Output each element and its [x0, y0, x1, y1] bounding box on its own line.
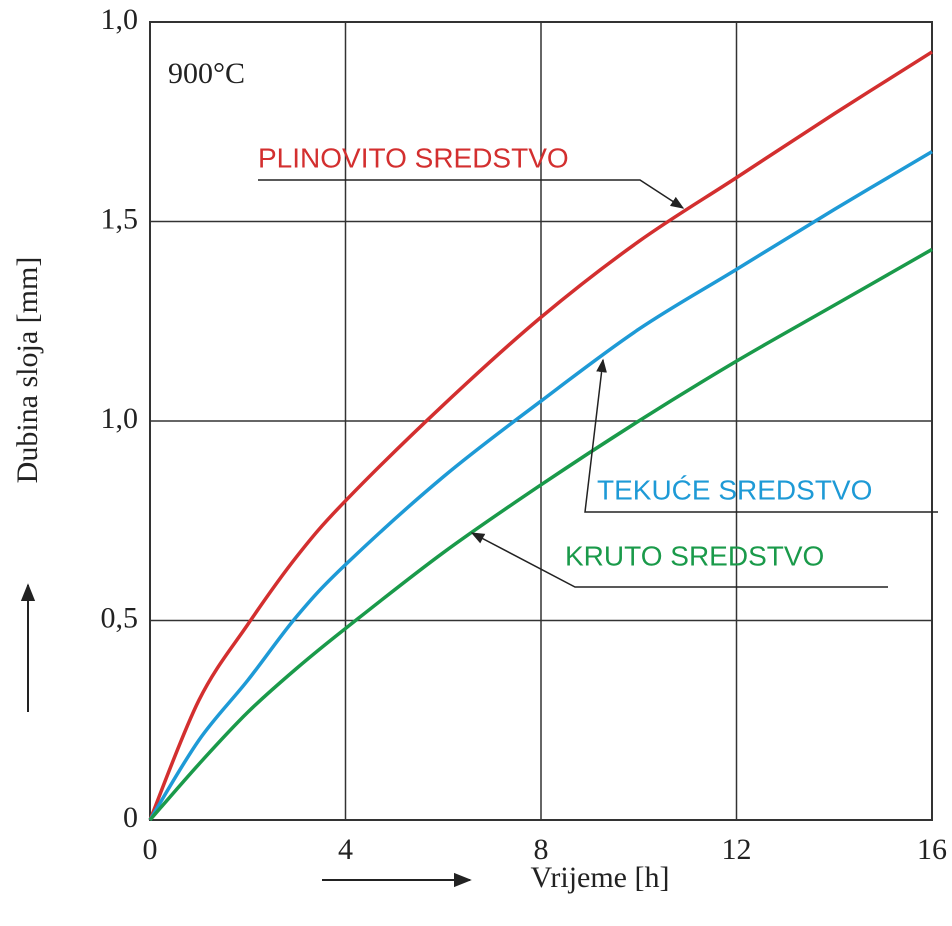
series-line — [148, 247, 933, 822]
lines — [148, 50, 933, 822]
y-tick-label: 1,0 — [101, 3, 139, 36]
x-axis-label: Vrijeme [h] — [531, 861, 670, 894]
leaders — [258, 179, 938, 588]
leader — [258, 179, 685, 209]
series-line — [148, 150, 933, 821]
y-tick-label: 0,5 — [101, 601, 139, 634]
y-tick-label: 1,0 — [101, 402, 139, 435]
x-tick-label: 12 — [722, 833, 752, 866]
annotation: 900°C — [168, 57, 245, 90]
y-tick-label: 1,5 — [101, 202, 139, 235]
x-tick-label: 0 — [143, 833, 158, 866]
y-axis-label: Dubina sloja [mm] — [11, 257, 44, 484]
x-tick-label: 16 — [917, 833, 947, 866]
x-tick-label: 4 — [338, 833, 353, 866]
leader — [470, 532, 888, 588]
series-label: PLINOVITO SREDSTVO — [258, 142, 569, 173]
series-label: TEKUĆE SREDSTVO — [597, 474, 872, 505]
labels: 0 4 8 12 16 0 0,5 1,0 1,5 1,0 PLINOVITO SREDSTVO TE… — [101, 3, 948, 866]
y-tick-label: 0 — [123, 801, 138, 834]
leader — [584, 358, 938, 513]
series-line — [148, 50, 933, 821]
series-label: KRUTO SREDSTVO — [565, 540, 824, 571]
x-tick-label: 8 — [534, 833, 549, 866]
plot-frame — [149, 21, 933, 821]
